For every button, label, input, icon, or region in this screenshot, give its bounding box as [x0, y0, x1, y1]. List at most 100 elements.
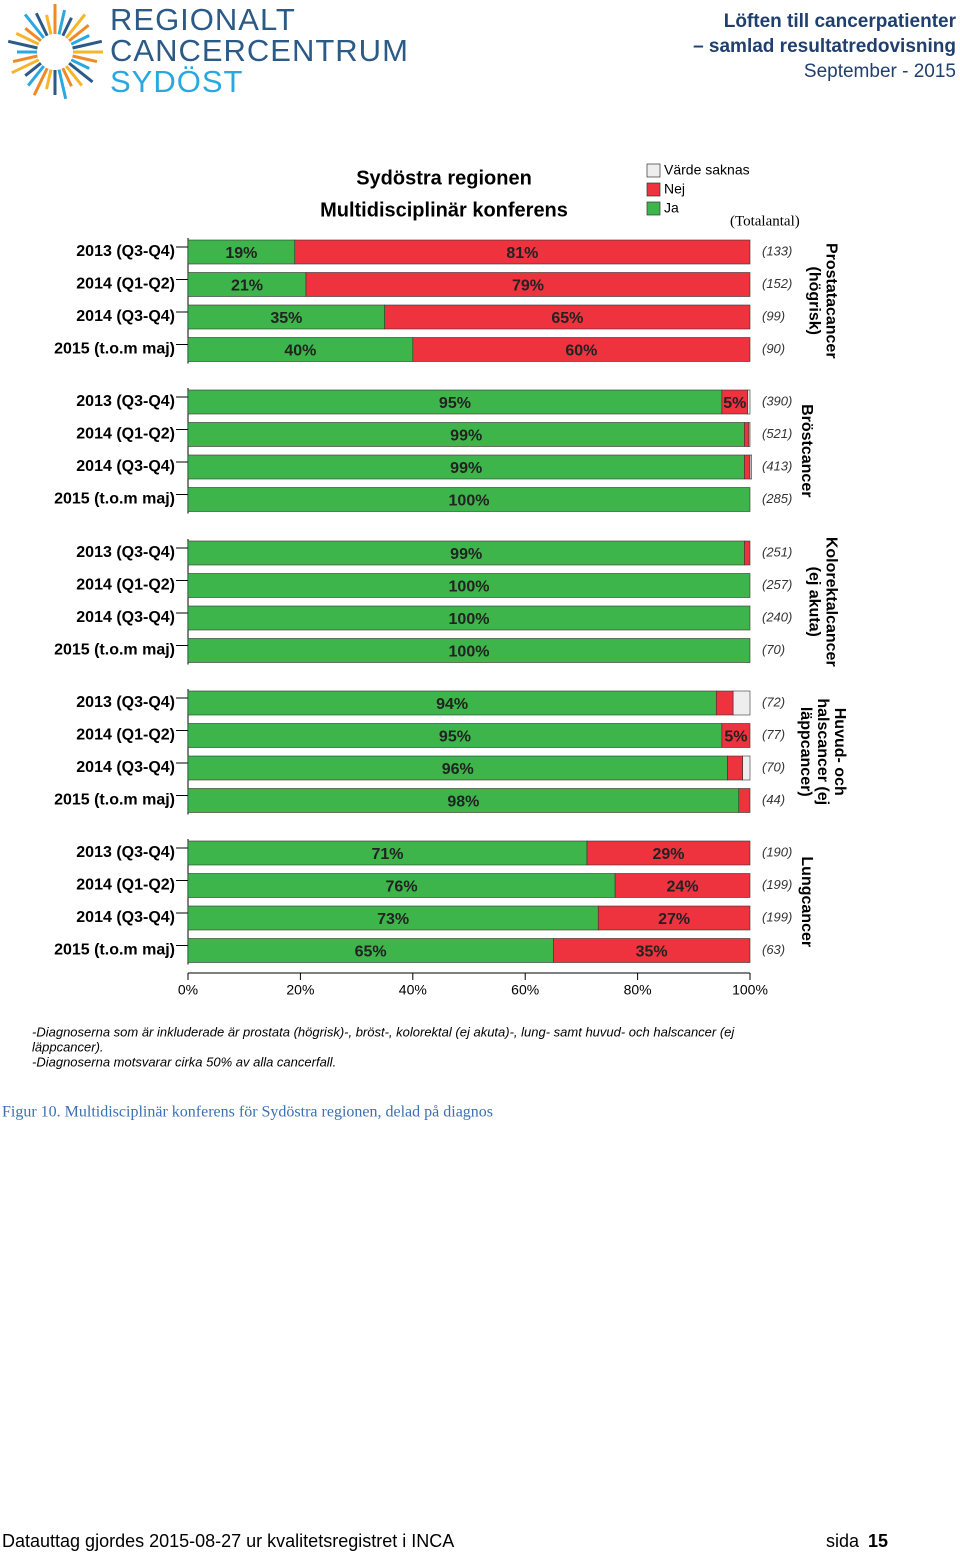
- group-label: läppcancer): [797, 707, 814, 797]
- bar-segment: [586, 840, 751, 866]
- y-tick-label: 2015 (t.o.m maj): [54, 491, 175, 508]
- bar-segment: [187, 272, 307, 297]
- value-label: 100%: [449, 493, 490, 510]
- legend-label: Ja: [664, 200, 679, 216]
- bar-segment: [412, 337, 751, 362]
- bar-segment: [721, 723, 751, 748]
- total-label: (63): [762, 942, 785, 957]
- y-tick-label: 2014 (Q1-Q2): [76, 276, 175, 293]
- value-label: 71%: [371, 846, 403, 863]
- value-label: 35%: [270, 310, 302, 327]
- value-label: 99%: [450, 428, 482, 445]
- total-label: (70): [762, 642, 785, 657]
- bar-segment: [187, 840, 588, 866]
- bar-segment: [721, 389, 749, 415]
- bar-segment: [744, 540, 751, 566]
- total-label: (152): [762, 276, 792, 291]
- bar-segment: [727, 755, 743, 781]
- y-tick-label: 2014 (Q3-Q4): [76, 609, 175, 626]
- value-label: 24%: [667, 879, 699, 896]
- y-tick-label: 2014 (Q1-Q2): [76, 426, 175, 443]
- y-tick-label: 2014 (Q1-Q2): [76, 877, 175, 894]
- logo-ray: [24, 62, 42, 77]
- y-tick-label: 2014 (Q1-Q2): [76, 577, 175, 594]
- logo-ray: [61, 17, 73, 37]
- total-label: (77): [762, 727, 785, 742]
- bar-segment: [187, 605, 751, 631]
- logo-ray: [57, 9, 67, 35]
- group-label: Lungcancer: [798, 856, 815, 947]
- bar-segment: [597, 905, 751, 931]
- logo-ray: [70, 58, 90, 70]
- y-tick-label: 2014 (Q1-Q2): [76, 727, 175, 744]
- bar-segment: [187, 337, 414, 362]
- logo-ray: [68, 24, 90, 42]
- note: -Diagnoserna motsvarar cirka 50% av alla…: [32, 1054, 336, 1069]
- y-tick-label: 2014 (Q3-Q4): [76, 759, 175, 776]
- value-label: 5%: [724, 729, 747, 746]
- total-label: (285): [762, 491, 792, 506]
- bar-segment: [187, 788, 740, 813]
- y-tick-label: 2015 (t.o.m maj): [54, 642, 175, 659]
- logo-ray: [72, 54, 98, 64]
- legend-swatch: [646, 182, 661, 197]
- bar-segment: [187, 487, 751, 512]
- bar-segment: [748, 422, 751, 447]
- total-label: (70): [762, 759, 785, 774]
- bar-segment: [187, 454, 745, 480]
- bar-segment: [294, 239, 751, 265]
- bar-segment: [187, 422, 745, 447]
- logo-ray: [7, 39, 38, 50]
- header-title: – samlad resultatredovisning: [693, 36, 956, 57]
- y-tick-label: 2013 (Q3-Q4): [76, 694, 175, 711]
- bar-segment: [384, 304, 751, 330]
- x-tick-label: 100%: [732, 982, 768, 998]
- bar-segment: [552, 938, 751, 963]
- logo-text: REGIONALT: [110, 2, 296, 37]
- y-tick-label: 2015 (t.o.m maj): [54, 942, 175, 959]
- total-label: (72): [762, 694, 785, 709]
- logo-ray: [27, 65, 45, 87]
- total-label: (44): [762, 792, 785, 807]
- x-tick-label: 60%: [511, 982, 539, 998]
- x-tick-label: 40%: [399, 982, 427, 998]
- total-label: (521): [762, 426, 792, 441]
- total-label: (390): [762, 393, 792, 408]
- bar-segment: [305, 272, 751, 297]
- logo-ray: [68, 62, 94, 84]
- value-label: 79%: [512, 278, 544, 295]
- logo-ray: [72, 39, 103, 50]
- group-label: halscancer (ej: [814, 698, 831, 805]
- y-tick-label: 2013 (Q3-Q4): [76, 544, 175, 561]
- bar-segment: [749, 454, 752, 480]
- note: -Diagnoserna som är inkluderade är prost…: [32, 1024, 735, 1039]
- bar-segment: [187, 723, 723, 748]
- bar-segment: [187, 755, 728, 781]
- logo-ray: [32, 67, 49, 96]
- total-label: (257): [762, 577, 792, 592]
- value-label: 60%: [565, 343, 597, 360]
- value-label: 19%: [225, 245, 257, 262]
- logo-ray: [70, 34, 90, 46]
- totals-heading: (Totalantal): [730, 213, 800, 229]
- logo-text: CANCERCENTRUM: [110, 33, 409, 68]
- bar-segment: [187, 304, 385, 330]
- logo-text: SYDÖST: [110, 64, 243, 99]
- logo-ray: [24, 27, 42, 42]
- value-label: 5%: [723, 395, 746, 412]
- bar-segment: [614, 873, 751, 898]
- value-label: 95%: [439, 729, 471, 746]
- legend-swatch: [646, 201, 661, 216]
- y-tick-label: 2014 (Q3-Q4): [76, 308, 175, 325]
- y-tick-label: 2013 (Q3-Q4): [76, 243, 175, 260]
- y-tick-label: 2015 (t.o.m maj): [54, 341, 175, 358]
- group-label: Bröstcancer: [798, 404, 815, 497]
- bar-segment: [744, 422, 750, 447]
- y-tick-label: 2013 (Q3-Q4): [76, 844, 175, 861]
- value-label: 95%: [439, 395, 471, 412]
- bar-segment: [187, 389, 723, 415]
- value-label: 21%: [231, 278, 263, 295]
- group-label: Prostatacancer: [822, 243, 839, 359]
- value-label: 99%: [450, 546, 482, 563]
